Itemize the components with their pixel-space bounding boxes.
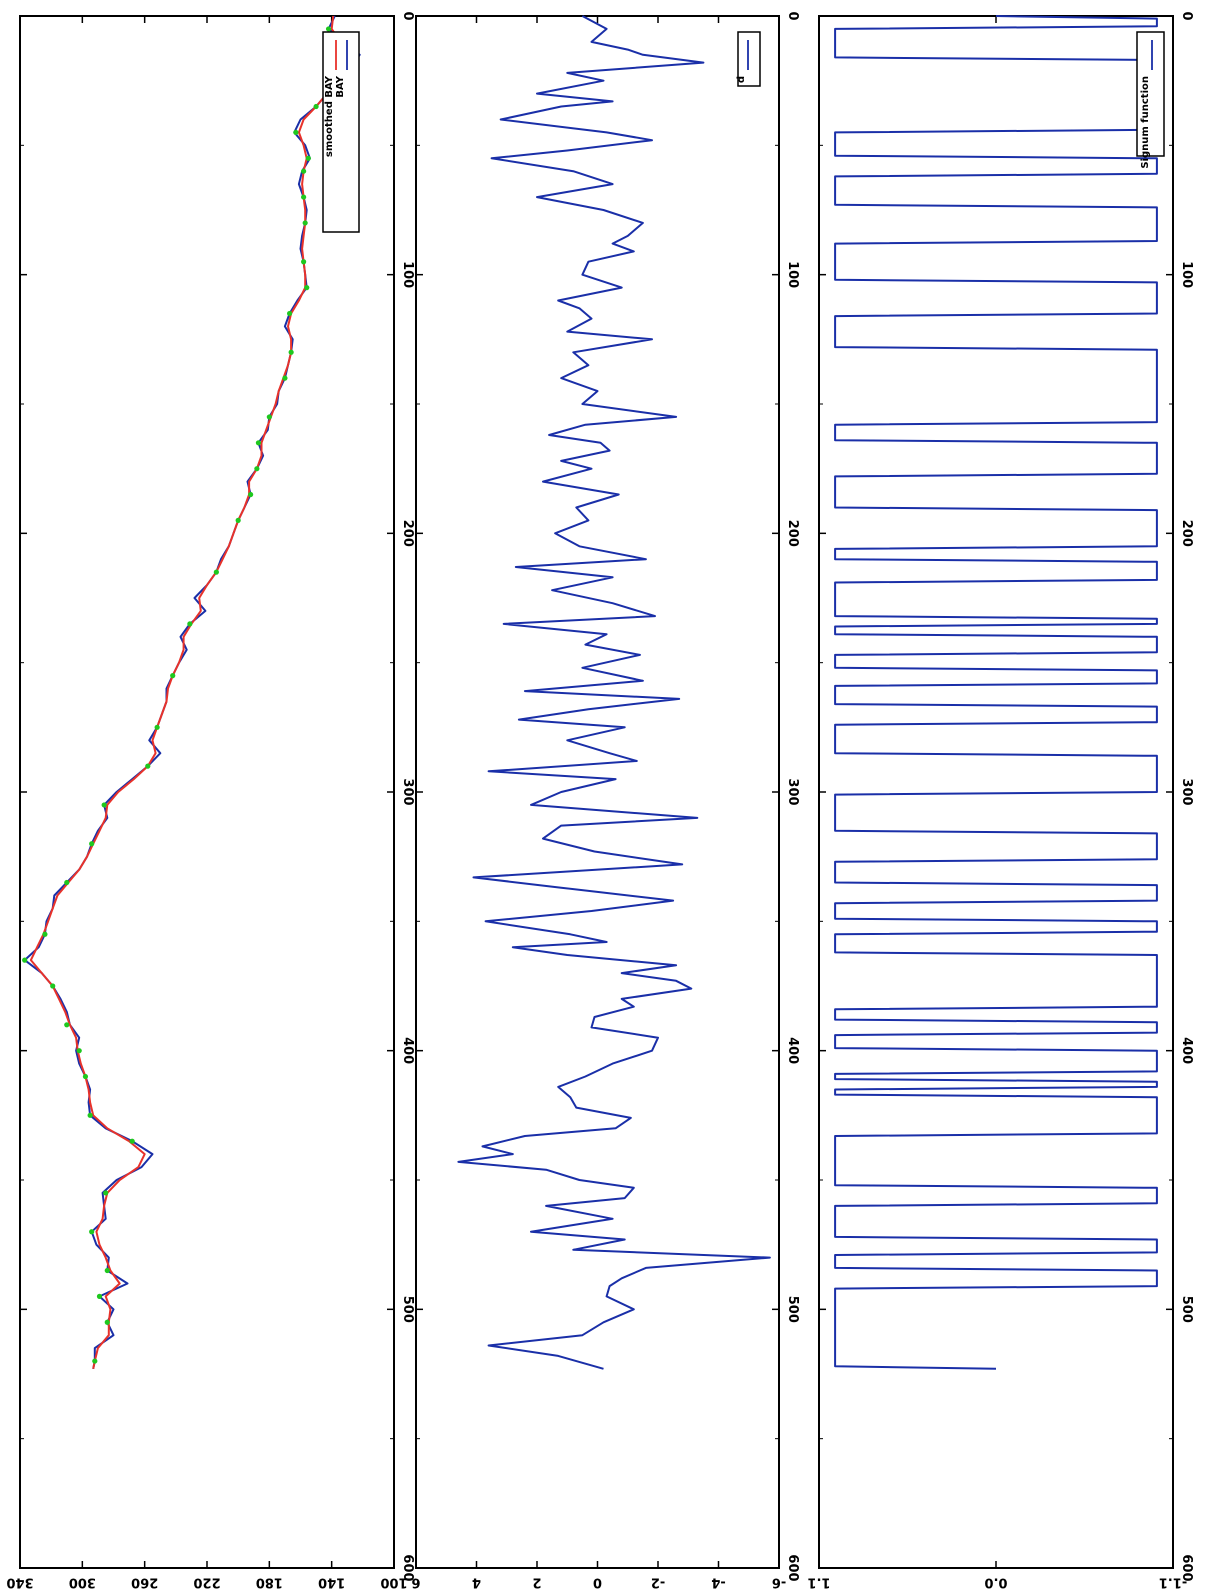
x-tick-label: 500 xyxy=(400,1296,415,1323)
data-point xyxy=(104,1267,110,1274)
x-tick-label: 200 xyxy=(1179,520,1194,547)
data-point xyxy=(301,259,307,265)
x-tick-label: 200 xyxy=(785,520,800,547)
y-tick-label: -6 xyxy=(772,1575,786,1589)
chart-panel-2: 0 100 200 300 400 500 600-6 -4 -2 0 2 4 6 d xyxy=(411,11,800,1589)
x-tick-label: 0 xyxy=(1179,11,1194,20)
data-point xyxy=(255,440,262,446)
x-tick-label: 600 xyxy=(785,1554,800,1581)
legend-box xyxy=(322,31,360,233)
data-point xyxy=(76,1048,82,1054)
data-point xyxy=(145,763,151,769)
data-point xyxy=(213,569,219,575)
y-tick-label: -2 xyxy=(651,1575,665,1589)
legend-box xyxy=(1136,31,1165,157)
y-tick-label: 220 xyxy=(193,1575,220,1589)
x-tick-label: 400 xyxy=(400,1037,415,1064)
x-tick-label: 100 xyxy=(400,261,415,288)
x-tick-label: 500 xyxy=(785,1296,800,1323)
y-tick-label: 340 xyxy=(6,1575,33,1589)
y-tick-label: 0.0 xyxy=(984,1575,1007,1589)
x-tick-label: 100 xyxy=(785,261,800,288)
x-tick-label: 300 xyxy=(785,778,800,805)
y-tick-label: -1.1 xyxy=(1159,1575,1187,1589)
x-tick-label: 0 xyxy=(785,11,800,20)
y-tick-label: 2 xyxy=(532,1575,541,1589)
x-tick-label: 300 xyxy=(1179,778,1194,805)
data-point xyxy=(248,491,254,498)
data-point xyxy=(187,621,193,627)
x-tick-label: 100 xyxy=(1179,261,1194,288)
data-point xyxy=(305,155,311,161)
data-point xyxy=(235,517,241,524)
series-line-1 xyxy=(457,15,771,1370)
x-tick-label: 0 xyxy=(400,11,415,20)
data-point xyxy=(288,349,294,355)
x-tick-label: 400 xyxy=(1179,1037,1194,1064)
data-point xyxy=(170,673,176,679)
y-tick-label: 260 xyxy=(131,1575,158,1589)
legend-label: BAY xyxy=(335,75,346,97)
data-point xyxy=(266,414,272,420)
data-point xyxy=(92,1358,98,1364)
data-point xyxy=(313,103,319,110)
data-point xyxy=(96,1293,103,1299)
data-point xyxy=(101,802,107,808)
series-line-2 xyxy=(29,15,353,1370)
chart-panel-1: 0100200300400500600100140180220260300340… xyxy=(6,11,415,1589)
y-tick-label: 140 xyxy=(318,1575,345,1589)
y-tick-label: 1.1 xyxy=(807,1575,830,1589)
data-point xyxy=(89,1229,95,1235)
legend-label: smoothed BAY xyxy=(324,75,335,157)
data-point xyxy=(325,26,332,32)
data-point xyxy=(103,1190,109,1196)
data-point xyxy=(50,983,56,989)
legend-box xyxy=(737,31,761,87)
x-tick-label: 600 xyxy=(400,1554,415,1581)
data-point xyxy=(304,285,310,291)
data-point xyxy=(286,310,293,317)
data-point xyxy=(89,841,95,847)
x-tick-label: 200 xyxy=(400,520,415,547)
data-point xyxy=(42,931,48,937)
data-point xyxy=(64,879,70,886)
y-tick-label: 300 xyxy=(69,1575,96,1589)
y-tick-label: 4 xyxy=(472,1575,481,1589)
y-tick-label: -4 xyxy=(711,1575,725,1589)
data-point xyxy=(154,724,160,730)
y-tick-label: 0 xyxy=(593,1575,602,1589)
legend-label: Signum function xyxy=(1140,76,1151,169)
series-line-1 xyxy=(834,15,1158,1370)
x-tick-label: 500 xyxy=(1179,1296,1194,1323)
series-points xyxy=(22,26,352,1364)
y-tick-label: 100 xyxy=(380,1575,407,1589)
data-point xyxy=(282,375,288,381)
data-point xyxy=(302,220,308,226)
data-point xyxy=(87,1112,93,1118)
data-point xyxy=(64,1022,70,1028)
chart-panel-3: 0 100 200 300 400 500 600-1.1 0.0 1.1 Signum func… xyxy=(807,11,1194,1589)
x-tick-label: 600 xyxy=(1179,1554,1194,1581)
data-point xyxy=(129,1138,135,1144)
x-tick-label: 400 xyxy=(785,1037,800,1064)
data-point xyxy=(104,1319,110,1325)
y-tick-label: 180 xyxy=(256,1575,283,1589)
data-point xyxy=(82,1073,89,1080)
data-point xyxy=(301,194,307,200)
data-point xyxy=(293,129,299,135)
data-point xyxy=(301,168,307,174)
y-tick-label: 6 xyxy=(411,1575,420,1589)
legend-label: d xyxy=(736,76,747,83)
x-tick-label: 300 xyxy=(400,778,415,805)
data-point xyxy=(22,957,28,963)
data-point xyxy=(254,466,260,472)
